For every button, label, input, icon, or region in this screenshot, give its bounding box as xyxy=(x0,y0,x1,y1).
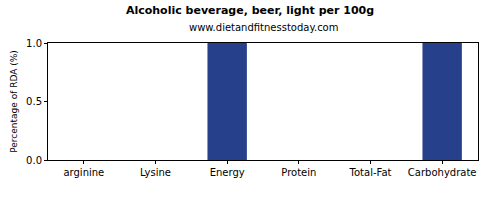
svg-text:Carbohydrate: Carbohydrate xyxy=(408,167,477,178)
svg-text:0.5: 0.5 xyxy=(26,96,42,107)
svg-text:Percentage of RDA (%): Percentage of RDA (%) xyxy=(9,50,19,153)
svg-text:Protein: Protein xyxy=(281,167,316,178)
svg-text:Total-Fat: Total-Fat xyxy=(349,167,392,178)
svg-text:Alcoholic beverage, beer, ligh: Alcoholic beverage, beer, light per 100g xyxy=(126,4,374,17)
svg-text:Energy: Energy xyxy=(210,167,245,178)
svg-text:0.0: 0.0 xyxy=(26,155,42,166)
svg-text:Lysine: Lysine xyxy=(140,167,171,178)
svg-text:www.dietandfitnesstoday.com: www.dietandfitnesstoday.com xyxy=(189,22,338,33)
svg-text:arginine: arginine xyxy=(63,167,104,178)
svg-text:1.0: 1.0 xyxy=(26,38,42,49)
